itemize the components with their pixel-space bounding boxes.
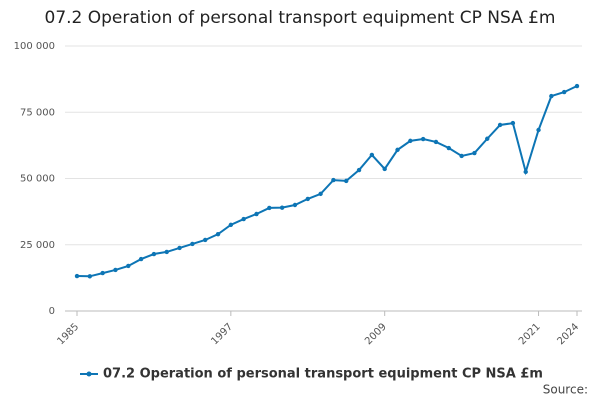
x-tick-label: 2024 (555, 321, 581, 347)
data-point (318, 191, 323, 197)
data-point (305, 196, 310, 202)
data-point (203, 237, 208, 243)
x-tick-label: 1997 (209, 321, 235, 347)
data-point (408, 138, 413, 144)
data-point (549, 93, 554, 99)
data-point (138, 256, 144, 262)
data-point (459, 153, 464, 159)
data-point (485, 136, 490, 141)
y-tick-label: 100 000 (14, 41, 55, 52)
data-point (74, 273, 80, 279)
y-tick-label: 75 000 (20, 107, 55, 118)
legend-symbol-dot (86, 371, 92, 377)
data-point (574, 83, 580, 89)
data-point (241, 216, 246, 222)
data-point (523, 169, 528, 175)
y-tick-label: 0 (49, 306, 55, 317)
x-tick-label: 2021 (517, 321, 543, 347)
data-point (279, 205, 285, 210)
data-point (228, 222, 234, 228)
source: Source: (543, 383, 588, 397)
data-point (420, 136, 426, 142)
y-tick-label: 50 000 (20, 174, 55, 185)
data-point (267, 205, 272, 211)
x-tick-label: 1985 (55, 321, 81, 347)
y-tick-label: 25 000 (20, 240, 55, 251)
data-point (369, 152, 375, 158)
data-point (497, 122, 503, 128)
data-point (292, 202, 298, 208)
data-point (100, 270, 105, 276)
legend-label: 07.2 Operation of personal transport equ… (103, 367, 543, 382)
data-point (536, 127, 541, 133)
data-point (382, 166, 387, 172)
data-point (151, 251, 157, 257)
data-point (446, 145, 451, 151)
series-line (76, 85, 578, 278)
data-point (177, 245, 182, 251)
data-point (356, 167, 362, 173)
data-point (254, 211, 259, 217)
data-point (164, 249, 169, 255)
data-point (190, 241, 195, 247)
data-point (126, 263, 131, 269)
chart-title: 07.2 Operation of personal transport equ… (45, 8, 556, 28)
data-point (344, 178, 349, 184)
x-tick-label: 2009 (363, 321, 389, 347)
data-point (433, 139, 439, 145)
data-point (331, 177, 336, 183)
data-point (510, 120, 516, 126)
data-point (113, 267, 118, 273)
data-point (215, 231, 221, 237)
data-point (561, 89, 567, 95)
data-point (395, 147, 400, 153)
data-point (472, 150, 477, 156)
data-point (87, 274, 93, 279)
